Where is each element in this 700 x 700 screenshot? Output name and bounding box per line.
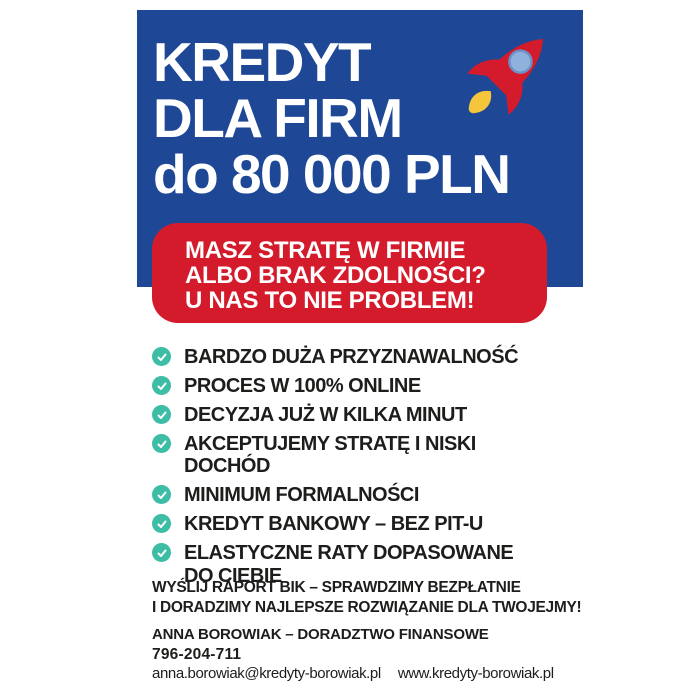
benefit-item: BARDZO DUŻA PRZYZNAWALNOŚĆ — [150, 346, 560, 368]
check-icon — [152, 405, 171, 424]
benefits-list: BARDZO DUŻA PRZYZNAWALNOŚĆ PROCES W 100%… — [150, 346, 560, 595]
check-icon — [152, 347, 171, 366]
cta-line1: WYŚLIJ RAPORT BIK – SPRAWDZIMY BEZPŁATNI… — [152, 579, 521, 596]
headline-line1: KREDYT — [153, 31, 372, 93]
contact-block: ANNA BOROWIAK – DORADZTWO FINANSOWE 796-… — [152, 624, 554, 683]
rocket-icon — [452, 20, 562, 130]
benefit-label: PROCES W 100% ONLINE — [184, 375, 421, 397]
alert-line1: MASZ STRATĘ W FIRMIE — [185, 237, 466, 264]
check-icon — [152, 514, 171, 533]
check-icon — [152, 543, 171, 562]
benefit-item: PROCES W 100% ONLINE — [150, 375, 560, 397]
alert-banner: MASZ STRATĘ W FIRMIE ALBO BRAK ZDOLNOŚCI… — [152, 223, 547, 323]
contact-email: anna.borowiak@kredyty-borowiak.pl — [152, 665, 381, 682]
alert-line2: ALBO BRAK ZDOLNOŚCI? — [185, 262, 486, 289]
benefit-label: KREDYT BANKOWY – BEZ PIT-U — [184, 513, 483, 535]
benefit-label: DECYZJA JUŻ W KILKA MINUT — [184, 404, 467, 426]
check-icon — [152, 434, 171, 453]
benefit-item: AKCEPTUJEMY STRATĘ I NISKI DOCHÓD — [150, 433, 560, 477]
benefit-label: BARDZO DUŻA PRZYZNAWALNOŚĆ — [184, 346, 519, 368]
headline-line2: DLA FIRM — [153, 87, 403, 149]
contact-name: ANNA BOROWIAK – DORADZTWO FINANSOWE — [152, 626, 489, 643]
benefit-item: DECYZJA JUŻ W KILKA MINUT — [150, 404, 560, 426]
contact-website: www.kredyty-borowiak.pl — [397, 665, 554, 682]
benefit-label: MINIMUM FORMALNOŚCI — [184, 484, 419, 506]
cta-text: WYŚLIJ RAPORT BIK – SPRAWDZIMY BEZPŁATNI… — [152, 578, 582, 618]
check-icon — [152, 485, 171, 504]
headline-line3: do 80 000 PLN — [153, 143, 511, 205]
contact-phone: 796-204-711 — [152, 646, 242, 663]
benefit-item: MINIMUM FORMALNOŚCI — [150, 484, 560, 506]
benefit-item: ELASTYCZNE RATY DOPASOWANE DO CIEBIE — [150, 542, 560, 588]
check-icon — [152, 376, 171, 395]
benefit-label: ELASTYCZNE RATY DOPASOWANE DO CIEBIE — [184, 542, 514, 587]
contact-links: anna.borowiak@kredyty-borowiak.pl www.kr… — [152, 665, 554, 683]
benefit-label: AKCEPTUJEMY STRATĘ I NISKI DOCHÓD — [184, 433, 476, 477]
headline: KREDYT DLA FIRM do 80 000 PLN — [153, 31, 511, 205]
benefit-item: KREDYT BANKOWY – BEZ PIT-U — [150, 513, 560, 535]
cta-line2: I DORADZIMY NAJLEPSZE ROZWIĄZANIE DLA TW… — [152, 599, 582, 616]
alert-line3: U NAS TO NIE PROBLEM! — [185, 287, 475, 314]
